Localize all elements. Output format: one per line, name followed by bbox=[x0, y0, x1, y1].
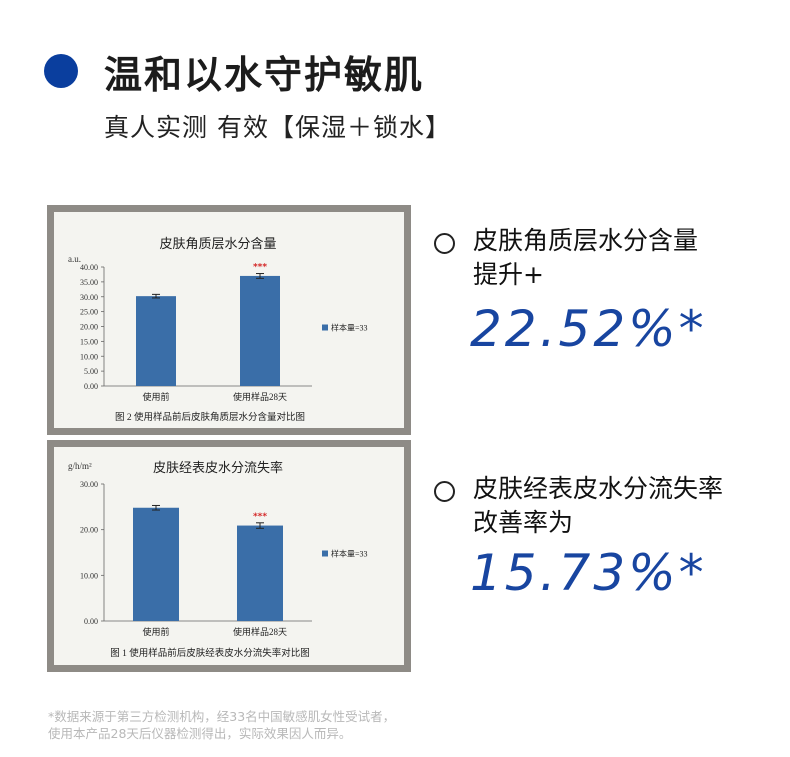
chart-caption: 图 1 使用样品前后皮肤经表皮水分流失率对比图 bbox=[110, 647, 310, 659]
stat-2-ring-icon bbox=[434, 481, 455, 502]
y-axis-label: a.u. bbox=[68, 254, 81, 264]
y-tick-label: 20.00 bbox=[80, 323, 98, 332]
bar-0 bbox=[133, 507, 179, 621]
x-tick-label-0: 使用前 bbox=[142, 391, 169, 402]
x-tick-label-0: 使用前 bbox=[142, 626, 169, 637]
page-title: 温和以水守护敏肌 bbox=[104, 53, 425, 97]
bar-1 bbox=[240, 275, 280, 386]
stat-2-value: 15.73%* bbox=[470, 544, 707, 602]
y-tick-label: 40.00 bbox=[80, 263, 98, 272]
y-tick-label: 20.00 bbox=[80, 526, 98, 535]
stat-1-label-line2: 提升+ bbox=[473, 260, 544, 289]
legend-swatch bbox=[322, 550, 328, 557]
stat-2-label-line2: 改善率为 bbox=[473, 508, 574, 537]
chart-tewl: 皮肤经表皮水分流失率 g/h/m² 0.00 10.00 20.00 30.00 使用前 **… bbox=[68, 460, 368, 659]
chart-title: 皮肤经表皮水分流失率 bbox=[153, 460, 283, 475]
page-subtitle: 真人实测 有效【保湿＋锁水】 bbox=[104, 113, 451, 142]
y-tick-label: 25.00 bbox=[80, 308, 98, 317]
chart-panel-hydration: 皮肤角质层水分含量 a.u. 0.00 5.00 10.00 15.00 20.00 25.0… bbox=[47, 205, 411, 435]
title-bullet-dot bbox=[44, 54, 78, 88]
bar-1 bbox=[237, 525, 283, 621]
y-tick-label: 15.00 bbox=[80, 337, 98, 346]
stat-1-label-line1: 皮肤角质层水分含量 bbox=[473, 226, 699, 255]
y-axis-label: g/h/m² bbox=[68, 461, 92, 471]
y-tick-label: 0.00 bbox=[84, 617, 98, 626]
footnote: *数据来源于第三方检测机构，经33名中国敏感肌女性受试者， 使用本产品28天后仪… bbox=[48, 708, 395, 742]
y-tick-label: 30.00 bbox=[80, 480, 98, 489]
significance-label-1: *** bbox=[253, 512, 267, 522]
stat-1-ring-icon bbox=[434, 233, 455, 254]
y-tick-label: 0.00 bbox=[84, 382, 98, 391]
y-tick-label: 35.00 bbox=[80, 278, 98, 287]
y-tick-label: 5.00 bbox=[84, 367, 98, 376]
footnote-line-2: 使用本产品28天后仪器检测得出，实际效果因人而异。 bbox=[48, 726, 352, 741]
chart-panel-tewl: 皮肤经表皮水分流失率 g/h/m² 0.00 10.00 20.00 30.00 使用前 **… bbox=[47, 440, 411, 672]
x-tick-label-1: 使用样品28天 bbox=[233, 626, 287, 637]
x-tick-label-1: 使用样品28天 bbox=[233, 391, 287, 402]
stat-1-value: 22.52%* bbox=[470, 300, 707, 358]
legend-label: 样本量=33 bbox=[331, 549, 368, 559]
chart-title: 皮肤角质层水分含量 bbox=[159, 236, 276, 251]
y-tick-label: 10.00 bbox=[80, 352, 98, 361]
legend-label: 样本量=33 bbox=[331, 323, 368, 333]
stat-2-label-line1: 皮肤经表皮水分流失率 bbox=[473, 474, 724, 503]
footnote-line-1: *数据来源于第三方检测机构，经33名中国敏感肌女性受试者， bbox=[48, 709, 396, 724]
bar-0 bbox=[136, 296, 176, 386]
chart-hydration: 皮肤角质层水分含量 a.u. 0.00 5.00 10.00 15.00 20.00 25.0… bbox=[68, 236, 368, 423]
chart-caption: 图 2 使用样品前后皮肤角质层水分含量对比图 bbox=[115, 411, 305, 423]
significance-label-1: *** bbox=[253, 263, 267, 273]
y-tick-label: 10.00 bbox=[80, 571, 98, 580]
y-tick-label: 30.00 bbox=[80, 293, 98, 302]
legend-swatch bbox=[322, 324, 328, 331]
